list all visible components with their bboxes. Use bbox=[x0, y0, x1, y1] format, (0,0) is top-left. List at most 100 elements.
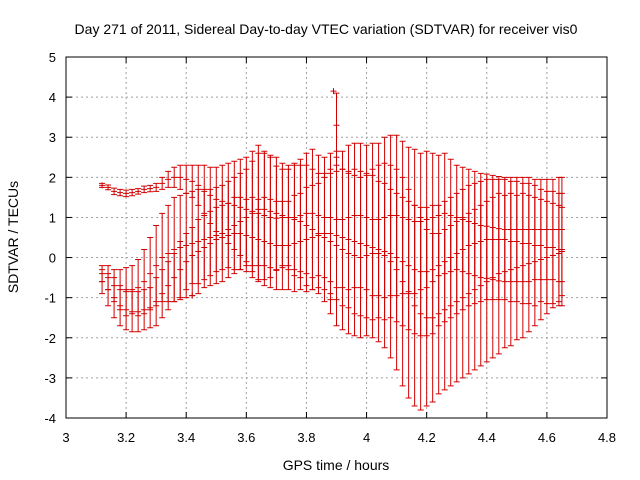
data-point bbox=[393, 192, 400, 323]
y-axis: -4 -3 -2 -1 0 1 2 3 4 5 bbox=[44, 50, 607, 426]
x-tick-label: 3.6 bbox=[237, 430, 255, 445]
data-point bbox=[411, 204, 418, 335]
series-track-3 bbox=[99, 168, 565, 337]
x-axis: 3 3.2 3.4 3.6 3.8 4 4.2 4.4 4.6 4.8 bbox=[62, 57, 616, 445]
x-tick-label: 4.8 bbox=[598, 430, 616, 445]
y-tick-label: 3 bbox=[49, 130, 56, 145]
data-point bbox=[471, 182, 478, 305]
data-point bbox=[309, 184, 316, 291]
data-point bbox=[327, 172, 334, 295]
data-point bbox=[429, 204, 436, 335]
data-point bbox=[543, 190, 550, 305]
data-point bbox=[489, 178, 496, 301]
data-point bbox=[495, 178, 502, 301]
y-tick-label: 5 bbox=[49, 50, 56, 65]
data-point bbox=[357, 170, 364, 317]
data-point bbox=[243, 198, 250, 273]
data-point bbox=[183, 232, 190, 291]
data-point bbox=[453, 192, 460, 315]
data-point bbox=[525, 182, 532, 305]
data-point bbox=[339, 168, 346, 307]
data-point bbox=[165, 261, 172, 311]
data-point bbox=[99, 182, 106, 189]
data-point bbox=[171, 253, 178, 303]
data-point bbox=[207, 210, 214, 277]
y-tick-label: -4 bbox=[44, 411, 56, 426]
data-point bbox=[531, 184, 538, 307]
data-point bbox=[477, 180, 484, 303]
data-point bbox=[558, 192, 565, 307]
data-point bbox=[327, 296, 334, 303]
series-track-1 bbox=[99, 134, 565, 299]
data-point bbox=[549, 190, 556, 305]
data-point bbox=[333, 170, 340, 301]
data-point bbox=[99, 269, 106, 295]
x-tick-label: 3.2 bbox=[117, 430, 135, 445]
data-point bbox=[147, 287, 154, 329]
data-point bbox=[237, 196, 244, 271]
data-point bbox=[297, 192, 304, 291]
data-point bbox=[177, 164, 184, 190]
data-point bbox=[513, 180, 520, 303]
data-point bbox=[219, 204, 226, 271]
data-point bbox=[177, 241, 184, 299]
data-point bbox=[375, 180, 382, 319]
data-point bbox=[387, 188, 394, 319]
data-point bbox=[537, 188, 544, 303]
data-point bbox=[285, 200, 292, 291]
data-point bbox=[189, 226, 196, 285]
data-point bbox=[321, 176, 328, 291]
data-point bbox=[183, 164, 190, 194]
x-tick-label: 3 bbox=[62, 430, 69, 445]
data-point bbox=[369, 174, 376, 321]
data-point bbox=[171, 166, 178, 188]
data-point bbox=[519, 182, 526, 305]
data-point bbox=[315, 182, 322, 289]
data-point bbox=[555, 192, 562, 307]
y-tick-label: 4 bbox=[49, 90, 56, 105]
data-point bbox=[255, 198, 262, 281]
data-point bbox=[249, 196, 256, 279]
y-tick-label: -1 bbox=[44, 291, 56, 306]
data-point bbox=[465, 184, 472, 307]
data-point bbox=[501, 178, 508, 301]
data-point bbox=[483, 178, 490, 301]
data-point bbox=[417, 206, 424, 337]
data-point bbox=[330, 88, 337, 95]
data-point bbox=[279, 200, 286, 291]
x-tick-label: 4.4 bbox=[478, 430, 496, 445]
data-point bbox=[147, 184, 154, 193]
data-points bbox=[99, 88, 565, 411]
series-isolated bbox=[189, 88, 340, 303]
data-point bbox=[135, 188, 142, 195]
data-point bbox=[459, 188, 466, 311]
data-point bbox=[213, 206, 220, 273]
data-point bbox=[195, 218, 202, 285]
data-point bbox=[405, 200, 412, 331]
data-point bbox=[111, 187, 118, 196]
data-point bbox=[135, 291, 142, 333]
plot-frame bbox=[65, 56, 608, 419]
data-point bbox=[201, 214, 208, 281]
data-point bbox=[153, 277, 160, 327]
data-point bbox=[507, 180, 514, 303]
data-point bbox=[117, 188, 124, 197]
x-tick-label: 4.6 bbox=[538, 430, 556, 445]
data-point bbox=[123, 289, 130, 331]
data-point bbox=[123, 189, 130, 198]
data-point bbox=[117, 285, 124, 327]
data-point bbox=[165, 170, 172, 188]
y-tick-label: 0 bbox=[49, 251, 56, 266]
data-point bbox=[435, 204, 442, 327]
y-tick-label: 1 bbox=[49, 210, 56, 225]
data-point bbox=[111, 277, 118, 319]
data-point bbox=[129, 291, 136, 333]
y-tick-label: 2 bbox=[49, 170, 56, 185]
data-point bbox=[363, 172, 370, 319]
data-point bbox=[225, 202, 232, 269]
data-point bbox=[291, 194, 298, 293]
data-point bbox=[189, 292, 196, 299]
data-point bbox=[447, 196, 454, 319]
x-tick-label: 4 bbox=[363, 430, 370, 445]
